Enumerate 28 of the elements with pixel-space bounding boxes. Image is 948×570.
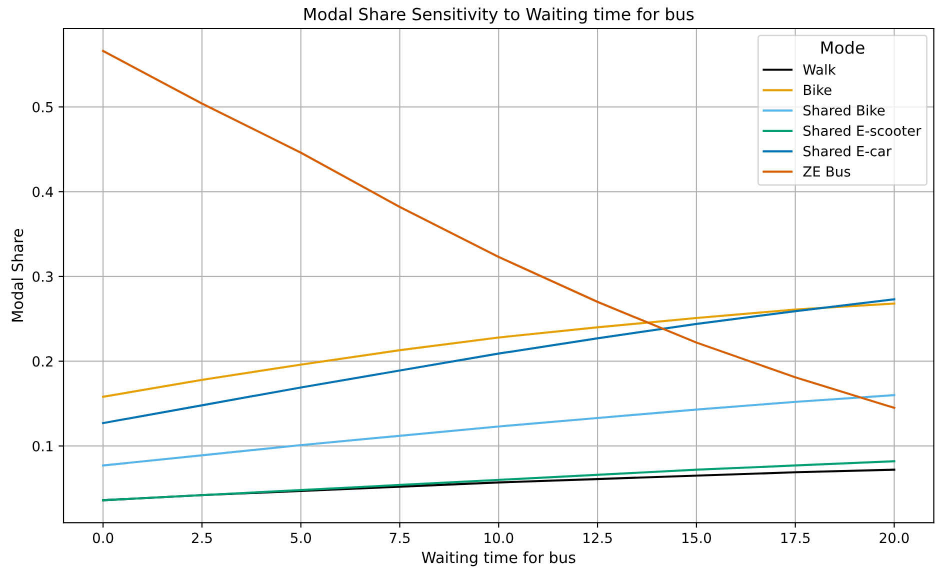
legend-label: Shared Bike <box>804 104 885 116</box>
y-tick-label: 0.4 <box>32 186 54 198</box>
legend-label: Shared E-car <box>804 146 892 156</box>
x-tick-label: 2.5 <box>192 532 212 544</box>
line-series <box>102 302 896 398</box>
line-series <box>102 298 896 424</box>
y-tick-label: 0.1 <box>32 440 53 452</box>
legend-label: Bike <box>804 84 832 96</box>
x-tick-label: 17.5 <box>781 532 810 544</box>
y-tick-label: 0.2 <box>32 356 52 367</box>
legend-label: ZE Bus <box>803 166 850 177</box>
y-tick-label: 0.3 <box>32 271 53 282</box>
x-tick-label: 12.5 <box>584 532 612 544</box>
line-series <box>102 394 896 467</box>
legend-label: Walk <box>803 64 836 75</box>
x-tick-label: 0.0 <box>92 532 114 544</box>
x-tick-label: 5.0 <box>290 532 311 544</box>
x-tick-label: 20.0 <box>880 532 909 544</box>
y-tick-label: 0.5 <box>32 102 53 112</box>
x-tick-label: 15.0 <box>682 532 711 544</box>
line-series <box>102 460 896 502</box>
x-tick-label: 10.0 <box>484 532 514 544</box>
x-tick-label: 7.5 <box>390 532 410 544</box>
x-axis-title: Waiting time for bus <box>422 551 576 566</box>
legend-title: Mode <box>821 41 864 54</box>
legend-label: Shared E-scooter <box>804 125 922 136</box>
chart-title: Modal Share Sensitivity to Waiting time for bus <box>304 8 694 24</box>
y-axis-title: Modal Share <box>11 229 24 322</box>
